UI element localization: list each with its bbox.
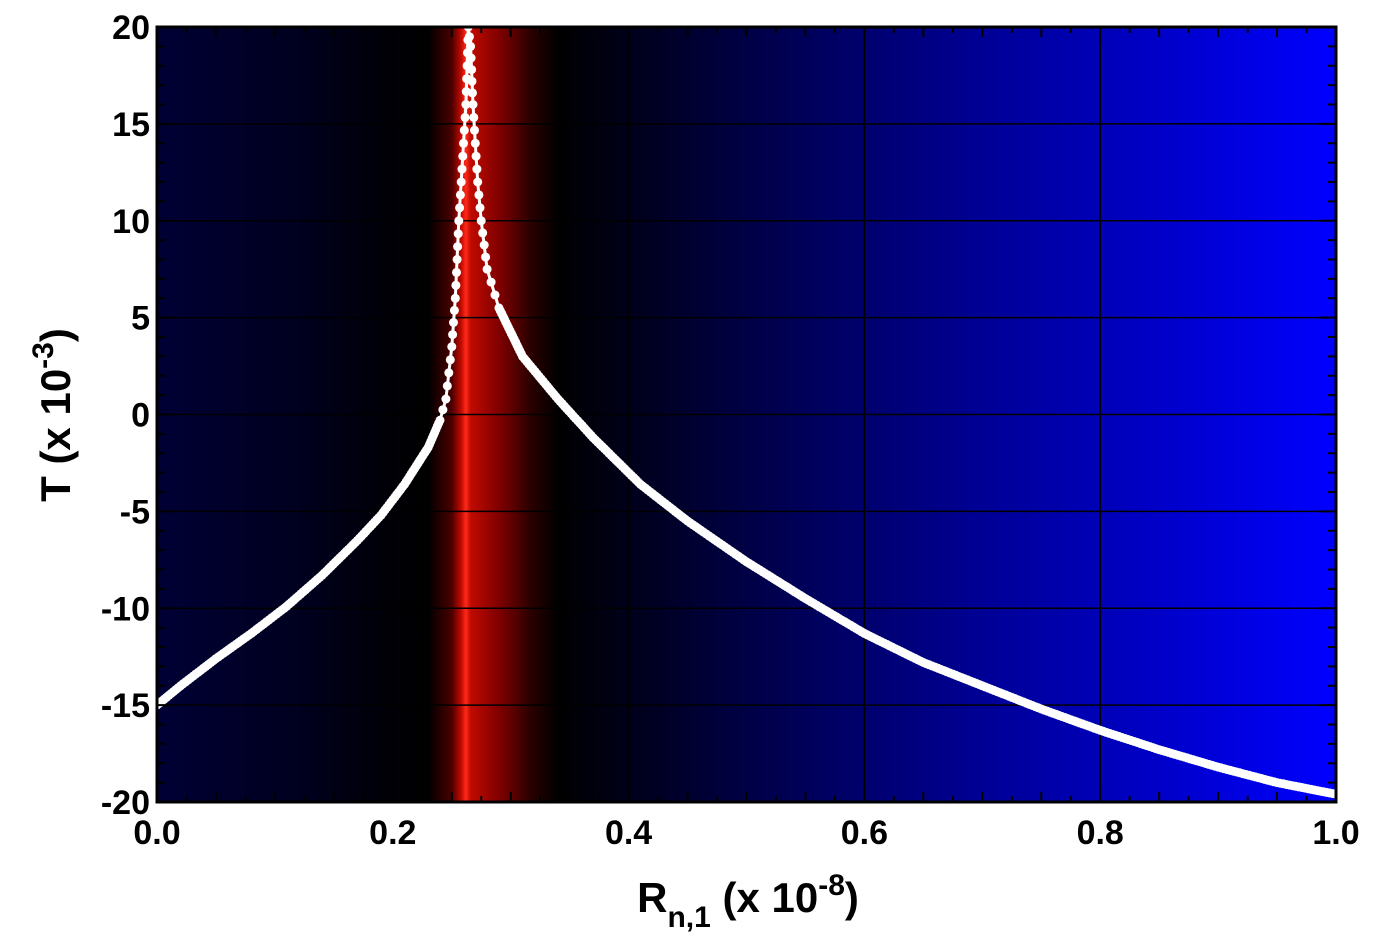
data-point (468, 88, 477, 98)
data-point (490, 290, 500, 300)
y-axis-title-exponent: -3 (27, 342, 60, 369)
data-point (473, 177, 483, 187)
y-axis-title-main: T (x 10 (32, 369, 79, 502)
x-tick-label: 1.0 (1312, 814, 1359, 852)
data-point (461, 100, 471, 109)
data-point (448, 330, 458, 340)
data-point (449, 305, 459, 315)
data-point (470, 125, 479, 135)
data-point (455, 190, 465, 200)
y-tick-label: -20 (101, 784, 150, 822)
data-point (447, 342, 457, 352)
data-point (468, 100, 478, 109)
data-point (470, 138, 480, 148)
x-tick-label: 0.0 (133, 814, 180, 852)
data-point (467, 65, 477, 75)
y-axis-title: T (x 10-3) (27, 328, 79, 502)
data-point (441, 394, 451, 404)
data-point (479, 240, 489, 250)
data-point (456, 177, 466, 187)
x-tick-label: 0.6 (841, 814, 888, 852)
x-tick-label: 0.8 (1077, 814, 1124, 852)
plot-frame (155, 25, 1338, 804)
x-tick-label: 0.4 (605, 814, 652, 852)
data-point (457, 164, 467, 174)
x-axis-title-close: ) (845, 874, 859, 921)
x-axis-title: Rn,1 (x 10-8) (637, 869, 859, 934)
y-tick-label: 10 (112, 203, 150, 241)
data-point (452, 255, 462, 264)
x-axis-title-suffix: (x 10 (711, 874, 818, 921)
data-point (449, 318, 458, 327)
y-tick-label: 5 (131, 300, 150, 338)
data-point (435, 415, 445, 425)
y-tick-label: 0 (131, 397, 150, 435)
y-tick-label: -15 (101, 687, 150, 725)
data-point (450, 293, 460, 303)
data-point (454, 216, 464, 226)
data-point (474, 190, 484, 200)
data-point (467, 76, 477, 86)
data-point (459, 125, 469, 135)
y-tick-label: -5 (120, 493, 150, 531)
data-point (475, 203, 485, 213)
data-point (452, 267, 461, 277)
y-tick-labels: -20 -15 -10 -5 0 5 10 15 20 (101, 9, 150, 822)
data-point (460, 112, 470, 122)
x-axis-title-main: R (637, 874, 667, 921)
data-point (466, 53, 476, 63)
data-point (471, 151, 481, 161)
y-tick-label: 15 (112, 106, 150, 144)
series-layer (157, 27, 1336, 799)
x-axis-title-exponent: -8 (818, 869, 845, 902)
data-point (445, 355, 455, 365)
data-point (451, 280, 461, 290)
y-axis-title-close: ) (32, 328, 79, 342)
data-point (455, 203, 465, 213)
data-point (458, 151, 468, 161)
y-tick-label: -10 (101, 590, 150, 628)
data-point (478, 228, 488, 238)
y-tick-label: 20 (112, 9, 150, 47)
data-point (438, 405, 448, 415)
data-point (486, 277, 496, 287)
x-tick-labels: 0.0 0.2 0.4 0.6 0.8 1.0 (133, 814, 1359, 852)
data-point (442, 381, 452, 391)
data-point (482, 264, 492, 274)
data-point (476, 216, 486, 226)
data-point (444, 368, 454, 378)
data-point (459, 138, 468, 148)
data-point (469, 112, 479, 122)
data-point (466, 41, 476, 51)
data-point (481, 252, 491, 262)
data-point (453, 242, 463, 252)
data-point (453, 229, 463, 239)
x-tick-label: 0.2 (369, 814, 416, 852)
x-axis-title-subscript: n,1 (667, 901, 710, 934)
data-point (472, 164, 482, 174)
data-point (464, 32, 474, 42)
